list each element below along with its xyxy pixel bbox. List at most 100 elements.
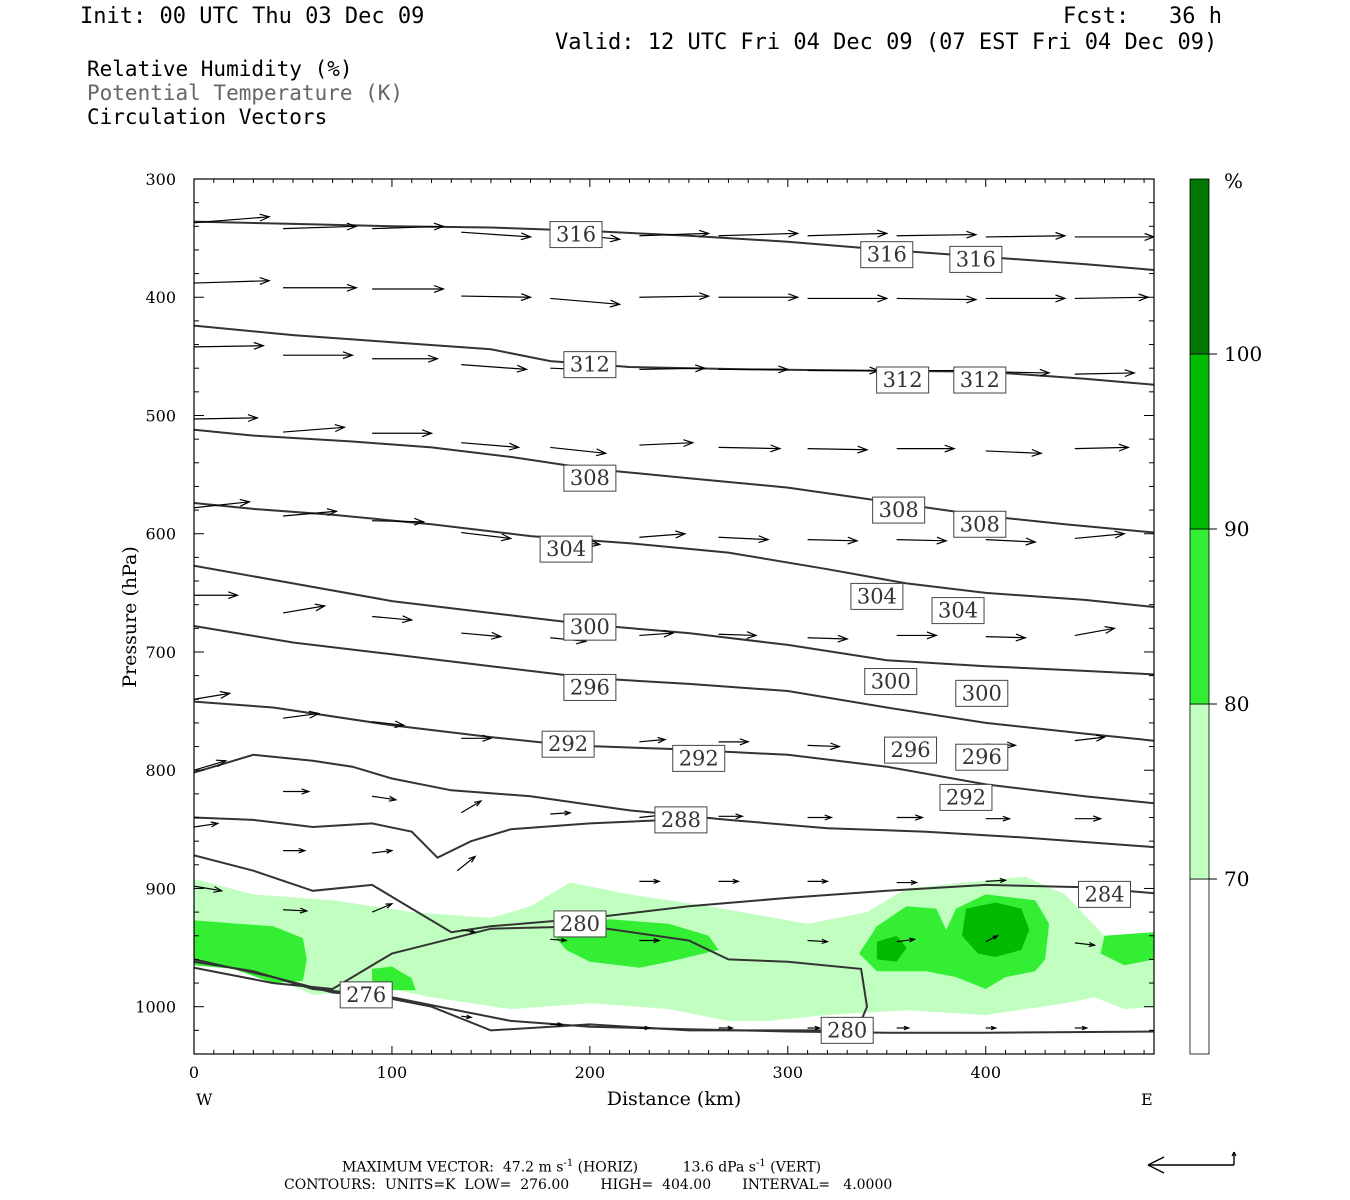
colorbar-label: 90 <box>1224 517 1249 541</box>
vector-arrow <box>896 631 939 640</box>
svg-text:292: 292 <box>679 746 719 770</box>
vector-arrow <box>283 508 339 517</box>
vector-arrow <box>460 800 483 814</box>
vector-arrow <box>283 424 347 433</box>
x-tick-label: 100 <box>377 1063 408 1082</box>
rh-region-90-6 <box>962 902 1030 957</box>
contours-units: UNITS=K <box>384 1177 456 1193</box>
contour-label-308: 308 <box>872 496 926 524</box>
contour-label-312: 312 <box>953 366 1007 394</box>
vector-arrow <box>718 229 800 238</box>
vector-arrow <box>718 738 750 746</box>
contour-label-292: 292 <box>541 730 595 758</box>
vector-arrow <box>896 536 948 545</box>
theta-contour-316-0 <box>194 220 1154 271</box>
vector-arrow <box>985 633 1028 642</box>
contour-label-312: 312 <box>876 366 930 394</box>
svg-text:304: 304 <box>546 537 586 561</box>
contour-label-308: 308 <box>563 464 617 492</box>
reference-vector-icon <box>1147 1151 1237 1174</box>
colorbar-label: 70 <box>1224 867 1249 891</box>
y-axis-label: Pressure (hPa) <box>119 546 141 688</box>
max-vector-horiz: 47.2 m s <box>502 1159 564 1176</box>
contour-label-296: 296 <box>884 736 938 764</box>
max-vector-vert: 13.6 dPa s <box>682 1159 756 1176</box>
init-time: Init: 00 UTC Thu 03 Dec 09 <box>80 4 425 29</box>
y-tick-label: 500 <box>145 406 176 425</box>
svg-text:284: 284 <box>1084 882 1124 906</box>
axes: 0 100 200 300 400 300 400 500 600 700 800 900 1000 <box>135 170 1154 1082</box>
vector-arrow <box>194 821 220 828</box>
forecast-hour: Fcst: 36 h <box>1063 4 1222 29</box>
vector-arrow <box>807 229 889 238</box>
vector-arrow <box>807 294 889 303</box>
vector-arrow <box>985 935 1000 943</box>
contour-label-312: 312 <box>563 351 617 379</box>
vector-arrow <box>807 445 869 454</box>
theta-contour-312-1 <box>194 324 1154 386</box>
theta-contour-288-8 <box>194 816 670 859</box>
contour-label-292: 292 <box>672 744 726 772</box>
y-tick-label: 1000 <box>135 998 176 1017</box>
relative-humidity-fill <box>194 876 1154 1021</box>
vector-arrow <box>718 878 741 884</box>
vector-arrow <box>283 788 311 795</box>
vector-arrow <box>371 903 394 913</box>
vector-arrow <box>896 295 978 304</box>
vector-arrow <box>718 535 770 544</box>
svg-text:296: 296 <box>962 745 1002 769</box>
vector-arrow <box>1074 815 1103 822</box>
svg-text:304: 304 <box>857 584 897 608</box>
vector-arrow <box>372 354 440 363</box>
contour-label-300: 300 <box>563 613 617 641</box>
horiz-tag: (HORIZ) <box>577 1159 639 1176</box>
vector-arrow <box>194 341 266 350</box>
colorbar-segment <box>1189 878 1210 1055</box>
vector-arrow <box>194 759 228 771</box>
vector-arrow <box>283 351 355 360</box>
vector-arrow <box>718 631 758 640</box>
vector-arrow <box>639 292 711 301</box>
svg-text:296: 296 <box>890 738 930 762</box>
vector-arrow <box>372 795 398 802</box>
colorbar: 70 80 90 100 <box>1189 178 1262 1055</box>
vector-arrow <box>194 498 252 509</box>
svg-text:308: 308 <box>570 466 610 490</box>
contour-label-308: 308 <box>953 510 1007 538</box>
vector-arrow <box>282 603 327 614</box>
vector-arrow <box>194 213 271 224</box>
svg-text:312: 312 <box>883 368 923 392</box>
vector-arrow <box>807 1025 822 1031</box>
valid-time: Valid: 12 UTC Fri 04 Dec 09 (07 EST Fri … <box>555 30 1218 55</box>
svg-text:316: 316 <box>556 223 596 247</box>
vector-arrow <box>718 365 790 374</box>
svg-text:316: 316 <box>956 247 996 271</box>
vector-arrow <box>807 878 830 884</box>
vector-arrow <box>896 937 917 943</box>
legend-potential-temperature: Potential Temperature (K) <box>87 81 404 105</box>
vector-arrow <box>985 231 1067 240</box>
east-label: E <box>1141 1090 1153 1109</box>
vector-arrow <box>456 855 477 872</box>
theta-contour-284-9 <box>194 854 1154 934</box>
legend-relative-humidity: Relative Humidity (%) <box>87 57 353 81</box>
x-tick-label: 400 <box>970 1063 1001 1082</box>
contour-label-316: 316 <box>549 221 603 249</box>
theta-contour-288-7 <box>194 753 1154 849</box>
svg-text:312: 312 <box>960 368 1000 392</box>
contour-label-304: 304 <box>539 535 593 563</box>
vector-arrow <box>639 364 707 373</box>
contour-label-296: 296 <box>563 673 617 701</box>
contour-label-292: 292 <box>939 783 993 811</box>
vector-arrow <box>985 294 1067 303</box>
vector-arrow <box>194 690 232 700</box>
vector-arrow <box>896 1025 911 1031</box>
vector-arrow <box>282 710 321 719</box>
vector-arrow <box>461 631 503 640</box>
theta-contour-304-3 <box>194 502 1154 608</box>
colorbar-segment <box>1189 528 1210 705</box>
vector-arrow <box>807 814 834 821</box>
y-tick-label: 900 <box>145 879 176 898</box>
vector-arrow <box>372 222 446 231</box>
